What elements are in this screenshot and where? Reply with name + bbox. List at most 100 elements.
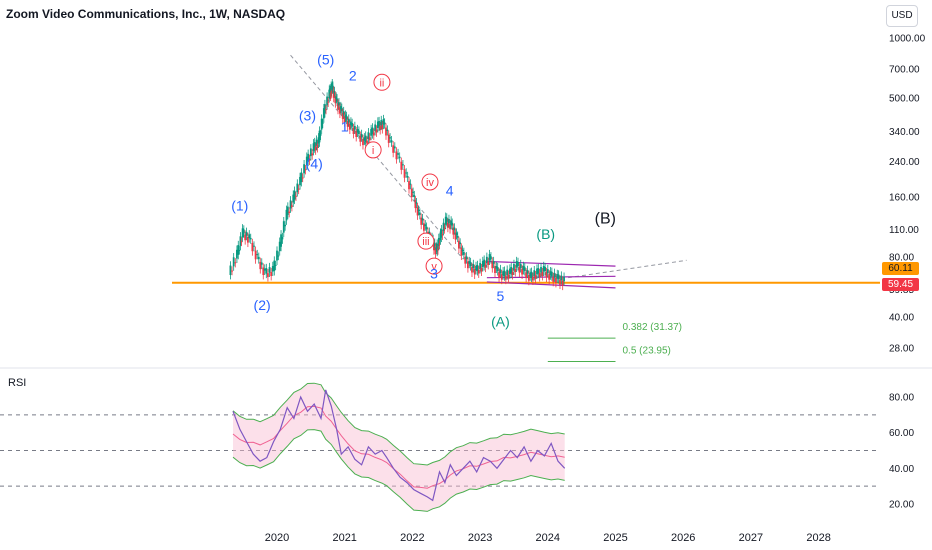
candle-body xyxy=(518,267,521,273)
price-axis-tick[interactable]: 240.00 xyxy=(889,157,920,168)
candle-body xyxy=(460,247,463,256)
candle-body xyxy=(242,229,245,234)
candle-body xyxy=(538,273,541,278)
candle-body xyxy=(454,232,457,240)
rsi-pane xyxy=(0,382,880,512)
candle-body xyxy=(433,242,436,246)
candle-body xyxy=(363,137,366,141)
rsi-indicator-title[interactable]: RSI xyxy=(8,377,27,389)
channel-upper-line[interactable] xyxy=(486,260,616,267)
wave-label[interactable]: (A) xyxy=(491,314,510,330)
time-axis-tick[interactable]: 2027 xyxy=(739,532,763,544)
candle-body xyxy=(380,120,383,126)
candle-body xyxy=(356,129,359,133)
wave-label[interactable]: (B) xyxy=(595,210,616,227)
candle-body xyxy=(286,206,289,215)
price-axis-tick[interactable]: 160.00 xyxy=(889,192,920,203)
price-axis-tick[interactable]: 28.00 xyxy=(889,344,914,355)
wave-label[interactable]: i xyxy=(372,145,374,157)
wave-label[interactable]: (5) xyxy=(317,52,334,68)
candle-body xyxy=(338,107,341,114)
candle-body xyxy=(549,271,552,276)
candle-body xyxy=(510,267,513,274)
price-axis[interactable]: 1000.00 700.00 500.00 340.00 240.00 160.00 110… xyxy=(889,34,926,355)
candle-body xyxy=(360,133,363,138)
wave-label[interactable]: (3) xyxy=(299,107,316,123)
candle-body xyxy=(379,126,382,131)
candle-body xyxy=(437,237,440,246)
candle-body xyxy=(327,101,330,103)
time-axis-tick[interactable]: 2020 xyxy=(265,532,289,544)
rsi-axis[interactable]: 80.00 60.00 40.00 20.00 xyxy=(889,393,914,511)
wave-label[interactable]: 5 xyxy=(497,288,505,304)
candle-body xyxy=(403,169,406,178)
wave-label[interactable]: (2) xyxy=(254,297,271,313)
time-axis-tick[interactable]: 2025 xyxy=(603,532,627,544)
candle-body xyxy=(476,265,479,272)
wave-label[interactable]: 3 xyxy=(430,266,438,282)
time-axis[interactable]: 2020 2021 2022 2023 2024 2025 2026 2027 2028 xyxy=(265,532,831,544)
candle-body xyxy=(428,231,431,235)
time-axis-tick[interactable]: 2026 xyxy=(671,532,695,544)
wave-label[interactable]: iii xyxy=(422,236,429,248)
wave-label[interactable]: v xyxy=(431,261,437,273)
time-axis-tick[interactable]: 2021 xyxy=(332,532,356,544)
candle-body xyxy=(332,85,334,89)
candle-body xyxy=(499,269,502,274)
candle-body xyxy=(546,269,549,274)
projection-line-dashed[interactable] xyxy=(568,259,687,279)
candle-body xyxy=(416,207,419,216)
wave-label[interactable]: 4 xyxy=(446,183,454,199)
candle-body xyxy=(450,220,453,225)
candle-body xyxy=(334,96,337,104)
candle-body xyxy=(453,227,456,231)
candle-body xyxy=(277,255,280,257)
candle-body xyxy=(451,222,454,226)
wave-label[interactable]: (B) xyxy=(536,226,555,242)
candle-body xyxy=(390,140,393,143)
fib-level-label: 0.5 (23.95) xyxy=(623,346,671,357)
candle-body xyxy=(530,271,533,278)
rsi-axis-tick[interactable]: 80.00 xyxy=(889,393,914,404)
price-axis-tick[interactable]: 80.00 xyxy=(889,252,914,263)
candle-body xyxy=(540,267,542,273)
candle-body xyxy=(295,195,297,197)
candle-body xyxy=(484,264,487,268)
wave-label[interactable]: (4) xyxy=(306,156,323,172)
currency-button[interactable]: USD xyxy=(886,5,918,27)
wave-label[interactable]: 1 xyxy=(341,119,349,135)
time-axis-tick[interactable]: 2028 xyxy=(806,532,830,544)
wave-label[interactable]: 2 xyxy=(349,67,357,83)
price-axis-tick[interactable]: 40.00 xyxy=(889,313,914,324)
price-pane[interactable]: 0.382 (31.37) 0.5 (23.95) (1) (2) (3) (4) (5) 1… xyxy=(172,52,880,363)
candle-body xyxy=(371,127,374,135)
candle-body xyxy=(311,153,314,156)
price-axis-tick[interactable]: 700.00 xyxy=(889,64,920,75)
time-axis-tick[interactable]: 2022 xyxy=(400,532,424,544)
candle-body xyxy=(268,267,271,273)
candle-body xyxy=(472,264,475,269)
price-axis-tick[interactable]: 500.00 xyxy=(889,94,920,105)
candle-body xyxy=(329,93,332,97)
time-axis-tick[interactable]: 2024 xyxy=(536,532,560,544)
rsi-axis-tick[interactable]: 20.00 xyxy=(889,500,914,511)
rsi-axis-tick[interactable]: 60.00 xyxy=(889,428,914,439)
candle-body xyxy=(237,245,240,255)
symbol-title[interactable]: Zoom Video Communications, Inc., 1W, NAS… xyxy=(6,7,286,21)
wave-label[interactable]: (1) xyxy=(231,197,248,213)
price-axis-tick[interactable]: 1000.00 xyxy=(889,34,926,45)
rsi-axis-tick[interactable]: 40.00 xyxy=(889,464,914,475)
wave-label[interactable]: ii xyxy=(379,77,384,89)
candle-body xyxy=(483,259,486,267)
candle-body xyxy=(320,118,323,130)
price-axis-tick[interactable]: 340.00 xyxy=(889,127,920,138)
candle-body xyxy=(301,177,304,179)
current-price-tag: 60.11 xyxy=(882,262,919,275)
wave-label[interactable]: iv xyxy=(426,177,434,189)
time-axis-tick[interactable]: 2023 xyxy=(468,532,492,544)
candle-body xyxy=(438,242,441,245)
candle-body xyxy=(545,272,548,278)
candle-body xyxy=(439,232,442,241)
price-axis-tick[interactable]: 110.00 xyxy=(889,225,919,236)
